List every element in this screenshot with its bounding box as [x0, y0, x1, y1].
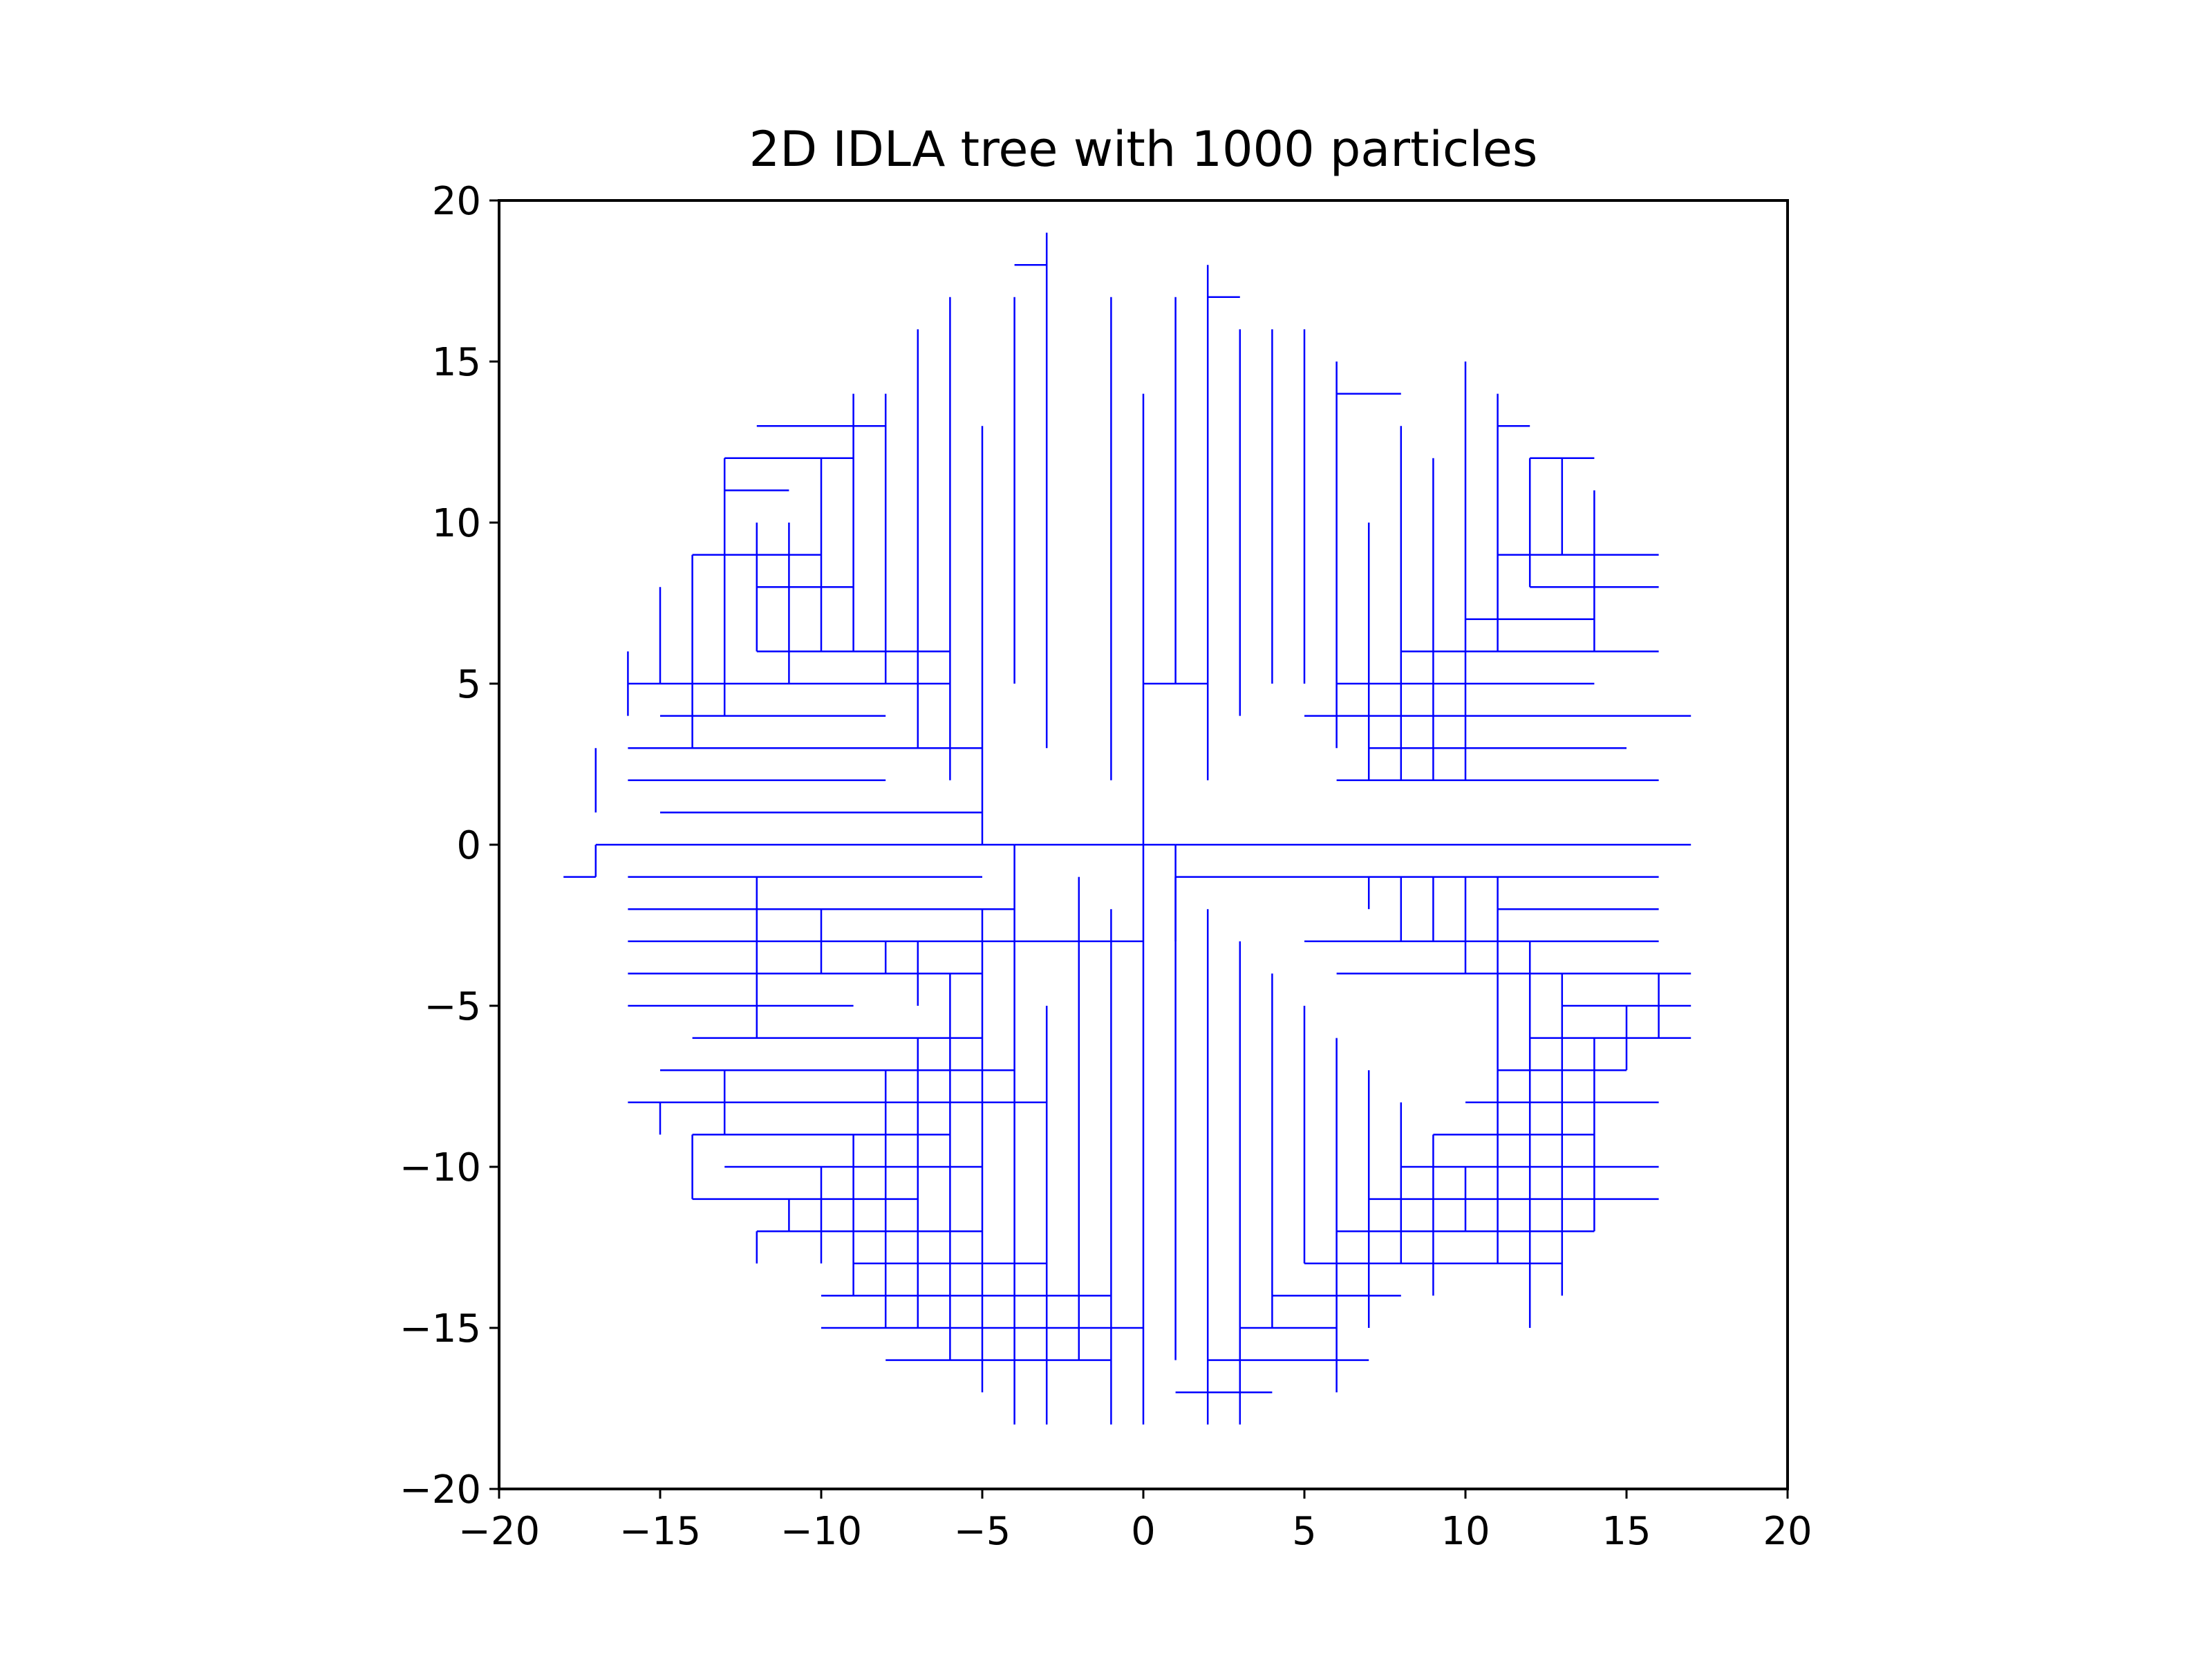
chart-title: 2D IDLA tree with 1000 particles — [749, 121, 1538, 178]
x-tick-label: 5 — [1292, 1509, 1317, 1554]
plot-area-frame — [498, 199, 1789, 1490]
y-tick-label: −20 — [400, 1468, 481, 1512]
x-tick-label: −15 — [619, 1509, 701, 1554]
axis-ticks: −20 −15 −10 −5 0 5 10 15 20 −20 −15 −10 −5 0 5 10 15 20 — [400, 179, 1812, 1554]
x-tick-label: −20 — [458, 1509, 540, 1554]
x-tick-label: −10 — [780, 1509, 862, 1554]
y-tick-label: −15 — [400, 1306, 481, 1351]
x-tick-label: 15 — [1602, 1509, 1651, 1554]
y-tick-label: 0 — [456, 823, 481, 868]
x-tick-label: 10 — [1441, 1509, 1490, 1554]
y-tick-label: 10 — [432, 501, 481, 546]
y-tick-label: 5 — [456, 662, 481, 707]
x-tick-label: 20 — [1763, 1509, 1812, 1554]
tree-edges — [563, 232, 1691, 1425]
y-tick-label: −10 — [400, 1145, 481, 1190]
y-tick-label: 20 — [432, 179, 481, 224]
y-tick-label: 15 — [432, 340, 481, 385]
y-tick-label: −5 — [424, 984, 481, 1029]
x-tick-label: 0 — [1131, 1509, 1156, 1554]
x-tick-label: −5 — [954, 1509, 1011, 1554]
